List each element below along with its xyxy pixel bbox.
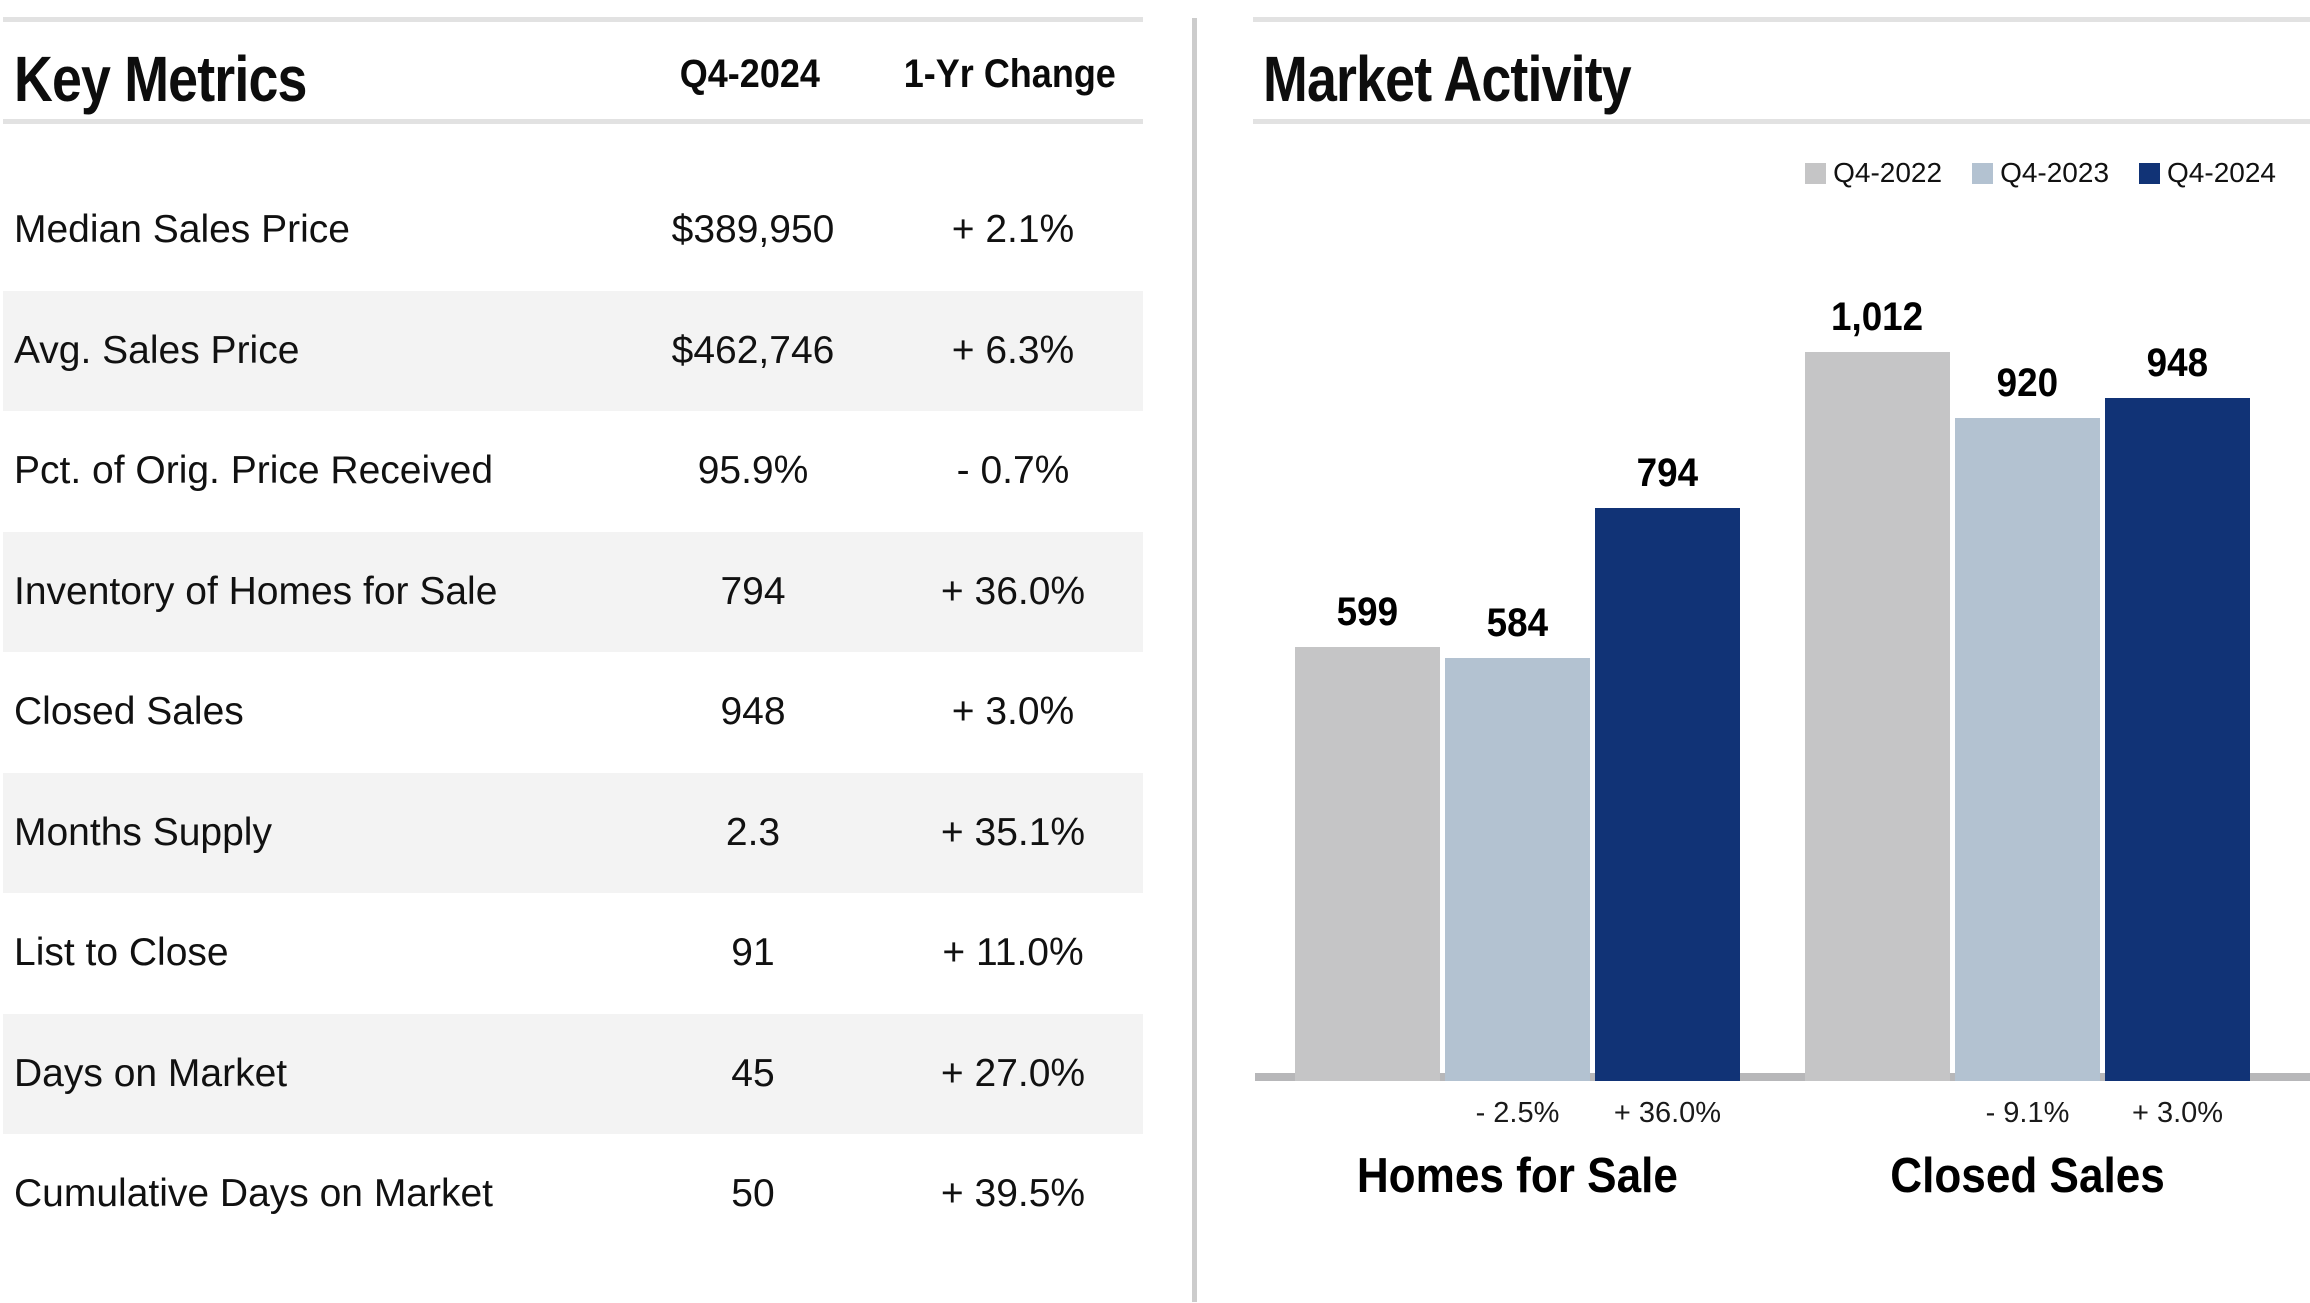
bar-value-label: 920 <box>1910 361 2145 405</box>
metric-change: + 39.5% <box>940 1172 1086 1216</box>
metric-change: + 11.0% <box>942 931 1084 975</box>
metric-label: Avg. Sales Price <box>14 328 300 372</box>
bar-pct-change: + 36.0% <box>1550 1093 1785 1133</box>
bar-value-label: 794 <box>1550 451 1785 495</box>
metric-change: + 27.0% <box>940 1051 1086 1095</box>
bar-value-label: 948 <box>2060 341 2295 385</box>
bar-value-label: 1,012 <box>1760 295 1995 339</box>
bar-q4-2024-closed-sales <box>2105 398 2250 1081</box>
bar-value-label-text: 584 <box>1486 601 1549 645</box>
legend-item: Q4-2022 <box>1805 157 1942 189</box>
legend-label: Q4-2024 <box>2167 157 2276 188</box>
metric-label: Pct. of Orig. Price Received <box>14 449 494 493</box>
metric-value: $389,950 <box>671 208 835 252</box>
category-label-text: Closed Sales <box>1890 1149 2165 1203</box>
bar-value-label: 599 <box>1250 590 1485 634</box>
metric-row: Days on Market 45 + 27.0% <box>3 1013 1143 1134</box>
metric-label: Inventory of Homes for Sale <box>14 569 498 613</box>
metric-change: + 36.0% <box>940 569 1086 613</box>
bar-pct-change: + 3.0% <box>2060 1093 2295 1133</box>
metric-label: Days on Market <box>14 1051 288 1095</box>
legend-swatch-q4-2023 <box>1972 162 1994 184</box>
bar-pct-change-text: + 3.0% <box>2131 1097 2224 1129</box>
bar-pct-change-text: + 36.0% <box>1613 1097 1722 1129</box>
bar-value-label: 584 <box>1400 601 1635 645</box>
bar-q4-2024-homes-for-sale <box>1595 508 1740 1081</box>
metric-row: Inventory of Homes for Sale 794 + 36.0% <box>3 531 1143 652</box>
category-label: Homes for Sale <box>1218 1146 1818 1206</box>
bar-q4-2023-homes-for-sale <box>1445 658 1590 1081</box>
market-activity-top-rule <box>1253 17 2310 22</box>
metric-change: + 2.1% <box>951 208 1075 252</box>
metric-row: Avg. Sales Price $462,746 + 6.3% <box>3 290 1143 411</box>
legend-item: Q4-2024 <box>2139 157 2276 189</box>
bar-pct-change-text: - 2.5% <box>1475 1097 1560 1129</box>
panel-divider <box>1192 18 1197 1302</box>
bar-pct-change-text: - 9.1% <box>1985 1097 2070 1129</box>
metric-change: + 3.0% <box>951 690 1075 734</box>
bar-value-label-text: 1,012 <box>1831 295 1924 339</box>
bar-value-label-text: 794 <box>1636 451 1699 495</box>
metric-label: Cumulative Days on Market <box>14 1172 494 1216</box>
legend-swatch-q4-2022 <box>1805 162 1827 184</box>
bar-pct-change: - 2.5% <box>1400 1093 1635 1133</box>
legend-label: Q4-2023 <box>2000 157 2110 188</box>
legend-swatch-q4-2024 <box>2139 162 2161 184</box>
metric-label: Closed Sales <box>14 690 244 734</box>
metric-row: Cumulative Days on Market 50 + 39.5% <box>3 1134 1143 1255</box>
metric-value: 95.9% <box>697 449 809 493</box>
metric-value: 50 <box>731 1172 775 1216</box>
bar-value-label-text: 948 <box>2146 341 2209 385</box>
metric-value: 948 <box>720 690 786 734</box>
bar-pct-change: - 9.1% <box>1910 1093 2145 1133</box>
metric-row: List to Close 91 + 11.0% <box>3 893 1143 1014</box>
metric-change: - 0.7% <box>956 449 1070 493</box>
key-metrics-top-rule <box>3 17 1143 22</box>
metric-value: 91 <box>731 931 775 975</box>
legend-item: Q4-2023 <box>1972 157 2109 189</box>
metric-label: Months Supply <box>14 810 272 854</box>
metric-row: Pct. of Orig. Price Received 95.9% - 0.7% <box>3 411 1143 532</box>
metric-change: + 6.3% <box>951 328 1075 372</box>
metric-label: Median Sales Price <box>14 208 350 252</box>
bar-value-label-text: 920 <box>1996 361 2059 405</box>
key-metrics-title: Key Metrics <box>14 43 307 115</box>
bar-q4-2023-closed-sales <box>1955 418 2100 1081</box>
metric-label: List to Close <box>14 931 229 975</box>
x-axis-line <box>1255 1073 2310 1081</box>
metric-row: Closed Sales 948 + 3.0% <box>3 652 1143 773</box>
key-metrics-bottom-rule <box>3 119 1143 124</box>
column-header-period: Q4-2024 <box>679 52 821 96</box>
category-label-text: Homes for Sale <box>1356 1149 1679 1203</box>
metric-value: $462,746 <box>671 328 835 372</box>
chart-legend: Q4-2022 Q4-2023 Q4-2024 <box>1805 157 2276 189</box>
column-header-change: 1-Yr Change <box>903 52 1117 96</box>
metric-value: 2.3 <box>725 810 781 854</box>
metric-value: 45 <box>731 1051 775 1095</box>
market-activity-bottom-rule <box>1253 119 2310 124</box>
metric-row: Median Sales Price $389,950 + 2.1% <box>3 170 1143 291</box>
legend-label: Q4-2022 <box>1833 157 1943 188</box>
bar-q4-2022-closed-sales <box>1805 352 1950 1081</box>
bar-value-label-text: 599 <box>1336 590 1399 634</box>
category-label: Closed Sales <box>1728 1146 2310 1206</box>
metric-value: 794 <box>720 569 786 613</box>
metric-row: Months Supply 2.3 + 35.1% <box>3 772 1143 893</box>
market-activity-title: Market Activity <box>1263 43 1632 115</box>
metric-change: + 35.1% <box>940 810 1086 854</box>
bar-q4-2022-homes-for-sale <box>1295 647 1440 1081</box>
